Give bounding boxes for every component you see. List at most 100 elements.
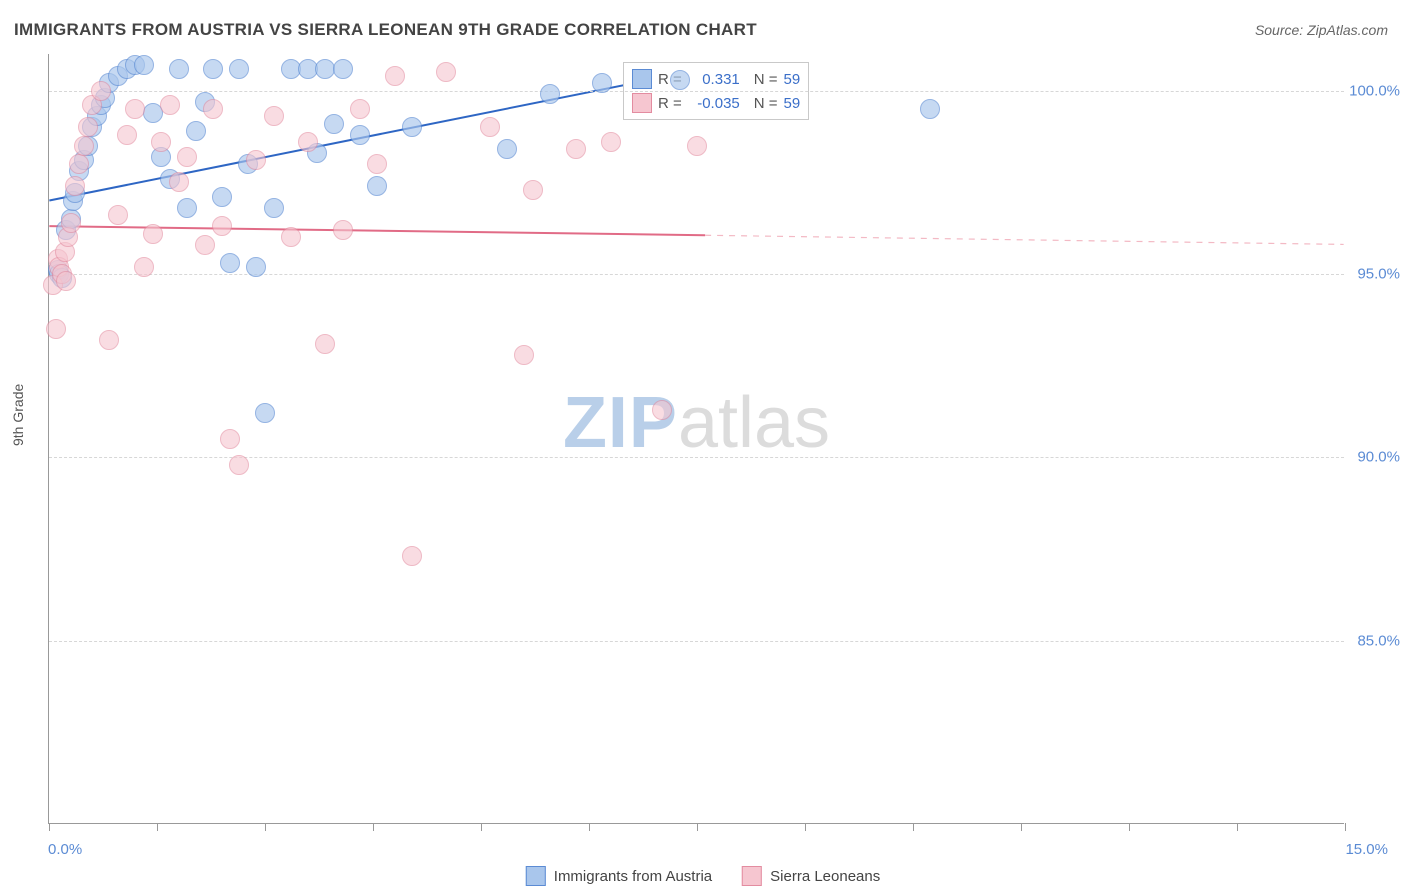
scatter-point [177, 147, 197, 167]
scatter-point [212, 216, 232, 236]
scatter-point [203, 99, 223, 119]
scatter-point [601, 132, 621, 152]
gridline-horizontal [49, 641, 1344, 642]
scatter-point [143, 224, 163, 244]
scatter-point [480, 117, 500, 137]
scatter-point [324, 114, 344, 134]
x-tick [697, 823, 698, 831]
y-tick-label: 85.0% [1348, 632, 1400, 649]
legend-label: Immigrants from Austria [554, 868, 712, 885]
scatter-point [385, 66, 405, 86]
scatter-point [523, 180, 543, 200]
watermark-zip: ZIP [563, 383, 678, 463]
scatter-point [246, 257, 266, 277]
n-value: 59 [784, 95, 801, 112]
scatter-point [125, 99, 145, 119]
scatter-point [169, 59, 189, 79]
x-tick [913, 823, 914, 831]
r-value: -0.035 [688, 95, 740, 112]
scatter-point [203, 59, 223, 79]
source-attribution: Source: ZipAtlas.com [1255, 22, 1388, 38]
chart-title: IMMIGRANTS FROM AUSTRIA VS SIERRA LEONEA… [14, 20, 757, 40]
scatter-point [367, 176, 387, 196]
x-tick [1021, 823, 1022, 831]
scatter-point [333, 59, 353, 79]
x-tick [157, 823, 158, 831]
gridline-horizontal [49, 274, 1344, 275]
scatter-point [281, 227, 301, 247]
scatter-point [350, 99, 370, 119]
series-swatch [632, 69, 652, 89]
x-tick [1237, 823, 1238, 831]
x-tick [481, 823, 482, 831]
x-tick [1345, 823, 1346, 831]
scatter-point [56, 271, 76, 291]
scatter-point [186, 121, 206, 141]
scatter-point [264, 198, 284, 218]
scatter-point [402, 117, 422, 137]
scatter-point [350, 125, 370, 145]
scatter-point [46, 319, 66, 339]
scatter-point [246, 150, 266, 170]
y-tick-label: 95.0% [1348, 266, 1400, 283]
n-label: N = [754, 95, 778, 112]
scatter-point [78, 117, 98, 137]
scatter-point [333, 220, 353, 240]
x-tick [805, 823, 806, 831]
watermark: ZIPatlas [563, 382, 830, 464]
scatter-point [514, 345, 534, 365]
n-value: 59 [784, 71, 801, 88]
stats-row: R = -0.035 N = 59 [632, 91, 800, 115]
scatter-point [74, 136, 94, 156]
scatter-point [220, 429, 240, 449]
scatter-point [69, 154, 89, 174]
x-tick [49, 823, 50, 831]
y-tick-label: 90.0% [1348, 449, 1400, 466]
scatter-point [670, 70, 690, 90]
scatter-point [592, 73, 612, 93]
scatter-plot-area: ZIPatlas R =0.331N =59R =-0.035N =59 85.… [48, 54, 1344, 824]
scatter-point [687, 136, 707, 156]
scatter-point [169, 172, 189, 192]
scatter-point [255, 403, 275, 423]
legend-item: Immigrants from Austria [526, 866, 712, 886]
x-axis-left-label: 0.0% [48, 841, 82, 858]
scatter-point [540, 84, 560, 104]
scatter-point [108, 205, 128, 225]
scatter-point [195, 235, 215, 255]
scatter-point [566, 139, 586, 159]
n-label: N = [754, 71, 778, 88]
watermark-atlas: atlas [678, 383, 830, 463]
scatter-point [160, 95, 180, 115]
x-tick [1129, 823, 1130, 831]
gridline-horizontal [49, 91, 1344, 92]
r-label: R = [658, 95, 682, 112]
scatter-point [402, 546, 422, 566]
scatter-point [177, 198, 197, 218]
x-tick [589, 823, 590, 831]
legend-swatch [742, 866, 762, 886]
scatter-point [229, 455, 249, 475]
scatter-point [61, 213, 81, 233]
scatter-point [91, 81, 111, 101]
scatter-point [497, 139, 517, 159]
y-axis-label: 9th Grade [10, 384, 26, 446]
scatter-point [151, 132, 171, 152]
scatter-point [315, 334, 335, 354]
scatter-point [367, 154, 387, 174]
scatter-point [134, 257, 154, 277]
scatter-point [264, 106, 284, 126]
x-tick [265, 823, 266, 831]
series-swatch [632, 93, 652, 113]
scatter-point [436, 62, 456, 82]
r-value: 0.331 [688, 71, 740, 88]
scatter-point [220, 253, 240, 273]
x-tick [373, 823, 374, 831]
legend-label: Sierra Leoneans [770, 868, 880, 885]
scatter-point [298, 132, 318, 152]
source-value: ZipAtlas.com [1307, 22, 1388, 38]
legend-item: Sierra Leoneans [742, 866, 880, 886]
scatter-point [117, 125, 137, 145]
legend-bottom: Immigrants from Austria Sierra Leoneans [526, 866, 880, 886]
legend-swatch [526, 866, 546, 886]
